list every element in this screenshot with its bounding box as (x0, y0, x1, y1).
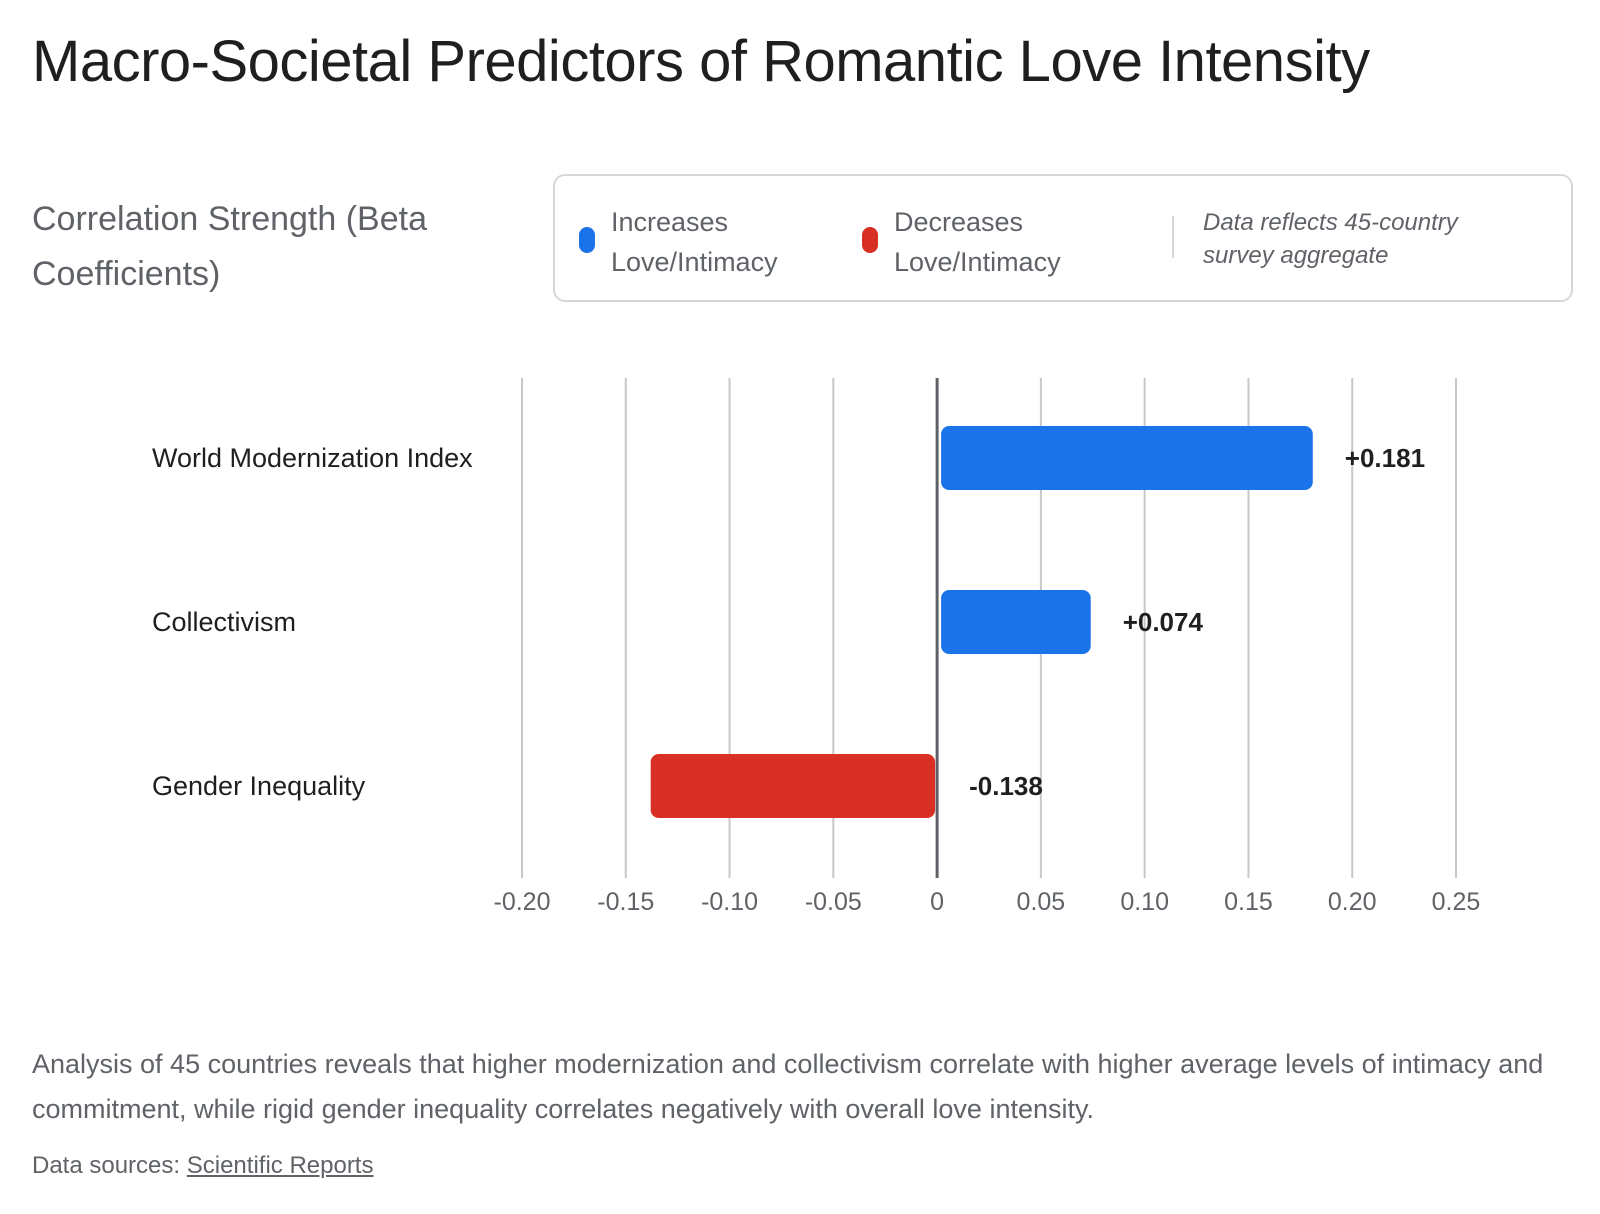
source-link-scientific-reports[interactable]: Scientific Reports (186, 1152, 374, 1179)
legend-item-increases: Increases Love/Intimacy (579, 202, 821, 282)
page-title: Macro-Societal Predictors of Romantic Lo… (32, 29, 1370, 94)
category-label: Collectivism (152, 607, 296, 637)
x-tick-label: 0.25 (1432, 888, 1481, 916)
legend-item-decreases: Decreases Love/Intimacy (862, 202, 1104, 282)
x-tick-label: -0.15 (597, 888, 654, 916)
x-tick-label: 0.15 (1224, 888, 1273, 916)
x-tick-label: 0.20 (1328, 888, 1377, 916)
legend-label-decreases: Decreases Love/Intimacy (894, 207, 1061, 277)
x-tick-label: 0.10 (1120, 888, 1169, 916)
legend-divider (1172, 216, 1174, 258)
data-label: -0.138 (969, 771, 1043, 801)
x-tick-label: -0.20 (494, 888, 551, 916)
legend-swatch-increases (579, 227, 595, 253)
legend-note: Data reflects 45-country survey aggregat… (1203, 209, 1458, 269)
legend-swatch-decreases (862, 227, 878, 253)
data-sources: Data sources: Scientific Reports (32, 1152, 373, 1180)
bar-chart: -0.20 -0.15 -0.10 -0.05 0 0.05 0.10 0.15 0.20 0.2… (152, 378, 1481, 916)
chart-caption: Analysis of 45 countries reveals that hi… (32, 1049, 1544, 1124)
bar (650, 754, 936, 818)
x-tick-label: -0.05 (805, 888, 862, 916)
data-label: +0.181 (1345, 443, 1425, 473)
category-label: World Modernization Index (152, 443, 473, 473)
data-sources-prefix: Data sources: (32, 1152, 187, 1179)
x-tick-label: -0.10 (701, 888, 758, 916)
bar (941, 590, 1091, 654)
legend-label-increases: Increases Love/Intimacy (611, 207, 778, 277)
legend: Increases Love/Intimacy Decreases Love/I… (553, 174, 1573, 302)
category-label: Gender Inequality (152, 771, 366, 801)
x-tick-label: 0.05 (1017, 888, 1066, 916)
x-tick-label: 0 (930, 888, 944, 916)
data-label: +0.074 (1123, 607, 1204, 637)
chart-subtitle: Correlation Strength (Beta Coefficients) (32, 200, 427, 293)
bar (941, 426, 1313, 490)
